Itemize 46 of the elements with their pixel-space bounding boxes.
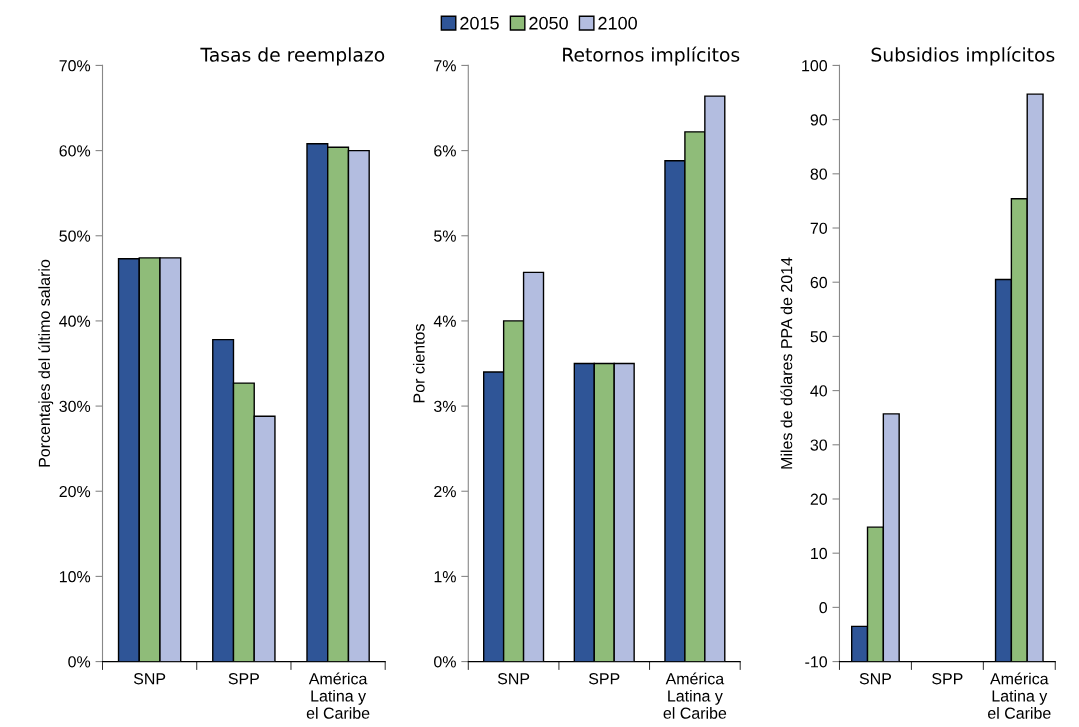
y-tick-label: 80 — [810, 168, 828, 180]
y-tick-label: 50 — [810, 331, 828, 343]
x-tick-label: SPP — [588, 673, 620, 685]
y-tick-label: 5% — [434, 230, 456, 242]
y-axis-title: Miles de dólares PPA de 2014 — [780, 257, 793, 469]
y-tick-label: 7% — [434, 60, 456, 72]
y-axis-title: Porcentajes del último salario — [38, 259, 54, 467]
y-tick-label: 70% — [59, 60, 91, 72]
legend-label: 2015 — [460, 16, 499, 30]
y-tick-label: 20% — [59, 485, 91, 498]
x-tick-label: SPP — [228, 673, 259, 685]
y-tick-label: 1% — [434, 571, 456, 583]
y-tick-label: 90 — [810, 114, 828, 126]
y-tick-label: 50% — [59, 230, 91, 242]
x-tick-label: SNP — [133, 673, 166, 685]
y-tick-label: 10% — [59, 571, 91, 583]
y-tick-label: 60% — [59, 145, 91, 157]
y-tick-label: 40 — [810, 385, 828, 397]
y-tick-label: 2% — [434, 485, 456, 498]
y-tick-label: 0% — [434, 656, 456, 668]
y-tick-label: 3% — [434, 400, 456, 413]
legend-label: 2100 — [598, 16, 637, 30]
chart-title: Subsidios implícitos — [871, 46, 1055, 66]
x-tick-label: SNP — [859, 673, 892, 685]
y-tick-label: 100 — [802, 60, 828, 72]
y-tick-label: -10 — [805, 656, 828, 668]
y-tick-label: 4% — [433, 315, 456, 327]
y-tick-label: 60 — [810, 276, 828, 289]
y-tick-label: 10 — [811, 547, 828, 560]
y-tick-label: 70 — [810, 222, 828, 234]
legend-label: 2050 — [529, 16, 568, 30]
chart-title: Retornos implícitos — [563, 46, 740, 66]
x-tick-label: SNP — [497, 673, 530, 685]
y-tick-label: 40% — [59, 315, 91, 327]
y-axis-title: Por cientos — [412, 324, 425, 403]
y-tick-label: 0% — [68, 656, 91, 668]
x-tick-label: América Latina y el Caribe — [306, 672, 370, 719]
chart-title: Tasas de reemplazo — [200, 47, 385, 66]
y-tick-label: 20 — [810, 493, 828, 505]
y-tick-label: 0 — [819, 602, 828, 614]
x-tick-label: SPP — [932, 673, 963, 685]
y-tick-label: 30 — [810, 439, 828, 451]
x-tick-label: América Latina y el Caribe — [988, 672, 1051, 719]
y-tick-label: 6% — [434, 145, 456, 157]
y-tick-label: 30% — [59, 400, 91, 413]
x-tick-label: América Latina y el Caribe — [663, 672, 727, 719]
